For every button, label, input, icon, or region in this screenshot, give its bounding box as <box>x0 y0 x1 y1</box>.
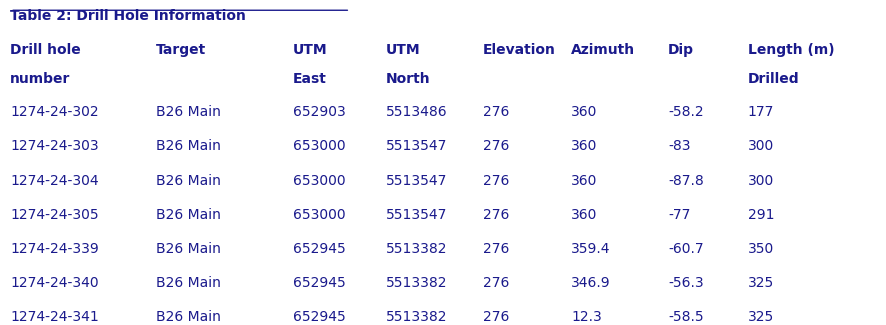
Text: Target: Target <box>156 43 206 57</box>
Text: 276: 276 <box>483 105 509 119</box>
Text: 276: 276 <box>483 242 509 256</box>
Text: 5513382: 5513382 <box>385 310 447 324</box>
Text: 350: 350 <box>748 242 774 256</box>
Text: -83: -83 <box>668 139 691 153</box>
Text: 5513547: 5513547 <box>385 174 447 188</box>
Text: 325: 325 <box>748 276 774 290</box>
Text: 653000: 653000 <box>293 174 346 188</box>
Text: 325: 325 <box>748 310 774 324</box>
Text: 360: 360 <box>571 174 597 188</box>
Text: 652945: 652945 <box>293 310 346 324</box>
Text: -56.3: -56.3 <box>668 276 703 290</box>
Text: B26 Main: B26 Main <box>156 310 221 324</box>
Text: 300: 300 <box>748 139 774 153</box>
Text: -58.2: -58.2 <box>668 105 703 119</box>
Text: 1274-24-340: 1274-24-340 <box>11 276 99 290</box>
Text: 276: 276 <box>483 174 509 188</box>
Text: 346.9: 346.9 <box>571 276 610 290</box>
Text: Drill hole: Drill hole <box>11 43 81 57</box>
Text: 360: 360 <box>571 139 597 153</box>
Text: 12.3: 12.3 <box>571 310 602 324</box>
Text: 653000: 653000 <box>293 208 346 222</box>
Text: Table 2: Drill Hole Information: Table 2: Drill Hole Information <box>11 9 246 23</box>
Text: 359.4: 359.4 <box>571 242 610 256</box>
Text: B26 Main: B26 Main <box>156 276 221 290</box>
Text: B26 Main: B26 Main <box>156 174 221 188</box>
Text: B26 Main: B26 Main <box>156 105 221 119</box>
Text: B26 Main: B26 Main <box>156 139 221 153</box>
Text: Azimuth: Azimuth <box>571 43 635 57</box>
Text: Length (m): Length (m) <box>748 43 835 57</box>
Text: -77: -77 <box>668 208 690 222</box>
Text: UTM: UTM <box>293 43 328 57</box>
Text: 652903: 652903 <box>293 105 346 119</box>
Text: 5513382: 5513382 <box>385 276 447 290</box>
Text: 1274-24-341: 1274-24-341 <box>11 310 99 324</box>
Text: 5513486: 5513486 <box>385 105 447 119</box>
Text: -58.5: -58.5 <box>668 310 703 324</box>
Text: 300: 300 <box>748 174 774 188</box>
Text: 177: 177 <box>748 105 774 119</box>
Text: 1274-24-304: 1274-24-304 <box>11 174 99 188</box>
Text: 276: 276 <box>483 139 509 153</box>
Text: Elevation: Elevation <box>483 43 556 57</box>
Text: 360: 360 <box>571 105 597 119</box>
Text: 652945: 652945 <box>293 276 346 290</box>
Text: B26 Main: B26 Main <box>156 242 221 256</box>
Text: East: East <box>293 72 327 86</box>
Text: 1274-24-303: 1274-24-303 <box>11 139 99 153</box>
Text: 653000: 653000 <box>293 139 346 153</box>
Text: 291: 291 <box>748 208 774 222</box>
Text: 276: 276 <box>483 276 509 290</box>
Text: 5513382: 5513382 <box>385 242 447 256</box>
Text: B26 Main: B26 Main <box>156 208 221 222</box>
Text: 5513547: 5513547 <box>385 208 447 222</box>
Text: 652945: 652945 <box>293 242 346 256</box>
Text: 360: 360 <box>571 208 597 222</box>
Text: 5513547: 5513547 <box>385 139 447 153</box>
Text: 276: 276 <box>483 310 509 324</box>
Text: -60.7: -60.7 <box>668 242 703 256</box>
Text: 1274-24-305: 1274-24-305 <box>11 208 99 222</box>
Text: 1274-24-339: 1274-24-339 <box>11 242 99 256</box>
Text: Dip: Dip <box>668 43 695 57</box>
Text: 276: 276 <box>483 208 509 222</box>
Text: number: number <box>11 72 71 86</box>
Text: 1274-24-302: 1274-24-302 <box>11 105 99 119</box>
Text: UTM: UTM <box>385 43 420 57</box>
Text: -87.8: -87.8 <box>668 174 704 188</box>
Text: Drilled: Drilled <box>748 72 799 86</box>
Text: North: North <box>385 72 431 86</box>
